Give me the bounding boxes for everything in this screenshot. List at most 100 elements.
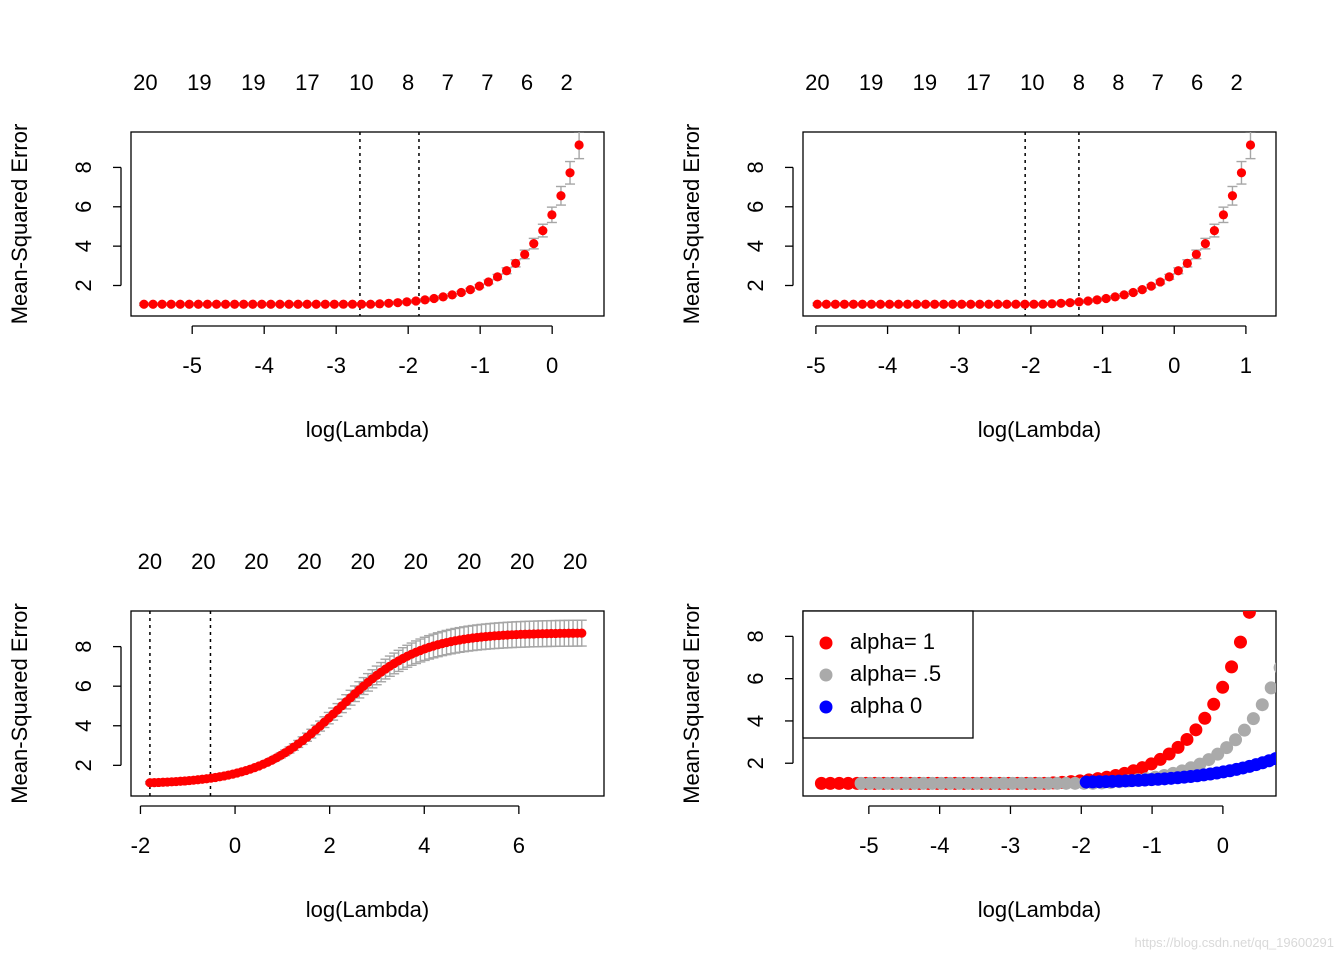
top-count-label: 7 bbox=[481, 70, 493, 95]
data-point bbox=[1229, 733, 1243, 747]
x-tick-label: 2 bbox=[324, 833, 336, 858]
data-point bbox=[1211, 747, 1225, 761]
data-point bbox=[1180, 732, 1194, 746]
data-point bbox=[329, 299, 339, 309]
data-point bbox=[148, 299, 158, 309]
data-point bbox=[538, 225, 548, 236]
data-point bbox=[1162, 747, 1176, 761]
data-point bbox=[884, 299, 895, 309]
y-tick-label: 4 bbox=[71, 720, 96, 732]
y-axis-label: Mean-Squared Error bbox=[679, 124, 704, 325]
top-count-label: 6 bbox=[521, 70, 533, 95]
data-point bbox=[266, 299, 276, 309]
data-point bbox=[1269, 752, 1276, 766]
data-point bbox=[821, 299, 831, 309]
data-point bbox=[139, 299, 149, 309]
data-layer bbox=[812, 107, 1264, 309]
x-tick-label: 0 bbox=[229, 833, 241, 858]
data-point bbox=[841, 776, 855, 790]
x-axis-label: log(Lambda) bbox=[306, 897, 430, 922]
data-point bbox=[934, 776, 948, 790]
data-point bbox=[893, 299, 904, 309]
data-point bbox=[1255, 107, 1264, 116]
data-point bbox=[916, 776, 930, 790]
top-count-label: 20 bbox=[805, 70, 829, 95]
data-point bbox=[577, 628, 587, 638]
y-tick-label: 2 bbox=[71, 759, 96, 771]
data-point bbox=[943, 776, 957, 790]
data-point bbox=[411, 296, 421, 306]
data-point bbox=[1020, 299, 1030, 309]
data-point bbox=[872, 776, 886, 790]
x-tick-label: -1 bbox=[1093, 353, 1113, 378]
data-point bbox=[1056, 298, 1066, 308]
data-point bbox=[275, 299, 285, 309]
data-point bbox=[1328, 724, 1341, 737]
top-count-label: 20 bbox=[191, 549, 215, 574]
data-point bbox=[1050, 776, 1064, 790]
data-point bbox=[948, 299, 958, 309]
x-tick-label: -5 bbox=[182, 353, 202, 378]
x-tick-label: 6 bbox=[513, 833, 525, 858]
data-point bbox=[1242, 611, 1256, 619]
data-point bbox=[1200, 239, 1210, 249]
x-tick-label: -4 bbox=[930, 833, 950, 858]
data-point bbox=[875, 299, 886, 309]
data-point bbox=[1264, 681, 1276, 695]
data-point bbox=[320, 299, 330, 309]
data-point bbox=[1173, 266, 1183, 276]
data-point bbox=[492, 272, 503, 282]
data-point bbox=[1295, 742, 1308, 755]
y-tick-label: 6 bbox=[743, 673, 768, 685]
data-point bbox=[1216, 680, 1230, 694]
data-point bbox=[1220, 741, 1234, 755]
top-count-label: 20 bbox=[404, 549, 428, 574]
data-point bbox=[1171, 740, 1185, 754]
data-point bbox=[1146, 281, 1156, 291]
top-count-label: 20 bbox=[138, 549, 162, 574]
x-tick-label: 1 bbox=[1240, 353, 1252, 378]
y-axis-label: Mean-Squared Error bbox=[7, 124, 32, 325]
top-count-label: 10 bbox=[349, 70, 373, 95]
data-point bbox=[1207, 697, 1221, 711]
data-point bbox=[202, 299, 213, 309]
data-point bbox=[863, 776, 877, 790]
data-point bbox=[1110, 292, 1120, 302]
data-point bbox=[1164, 272, 1174, 282]
x-tick-label: -3 bbox=[949, 353, 969, 378]
data-point bbox=[248, 299, 258, 309]
data-point bbox=[854, 776, 868, 790]
data-point bbox=[511, 258, 521, 268]
data-point bbox=[984, 299, 994, 309]
data-point bbox=[925, 776, 939, 790]
data-point bbox=[501, 266, 512, 276]
data-point bbox=[166, 299, 176, 309]
legend-marker bbox=[819, 636, 833, 650]
top-count-label: 6 bbox=[1191, 70, 1203, 95]
data-point bbox=[866, 299, 877, 309]
data-point bbox=[1029, 299, 1039, 309]
y-tick-label: 8 bbox=[743, 161, 768, 173]
data-point bbox=[979, 776, 993, 790]
data-point bbox=[302, 299, 312, 309]
x-axis-label: log(Lambda) bbox=[978, 897, 1102, 922]
x-tick-label: -3 bbox=[326, 353, 346, 378]
data-point bbox=[375, 299, 385, 309]
data-point bbox=[814, 776, 828, 790]
data-point bbox=[848, 299, 859, 309]
x-tick-label: -2 bbox=[1021, 353, 1041, 378]
data-point bbox=[384, 298, 394, 308]
data-point bbox=[293, 299, 303, 309]
x-axis-label: log(Lambda) bbox=[306, 417, 430, 442]
y-tick-label: 6 bbox=[743, 201, 768, 213]
data-point bbox=[899, 776, 913, 790]
data-point bbox=[823, 776, 837, 790]
x-tick-label: -1 bbox=[470, 353, 490, 378]
top-count-label: 20 bbox=[244, 549, 268, 574]
data-point bbox=[961, 776, 975, 790]
data-point bbox=[921, 299, 931, 309]
x-tick-label: -3 bbox=[1001, 833, 1021, 858]
top-count-label: 17 bbox=[295, 70, 319, 95]
data-point bbox=[975, 299, 985, 309]
panel-p2: -5 -4 -3 -2 -1 0 1 log(Lambda) 2 4 6 8 Mean-Squared … bbox=[679, 70, 1277, 442]
